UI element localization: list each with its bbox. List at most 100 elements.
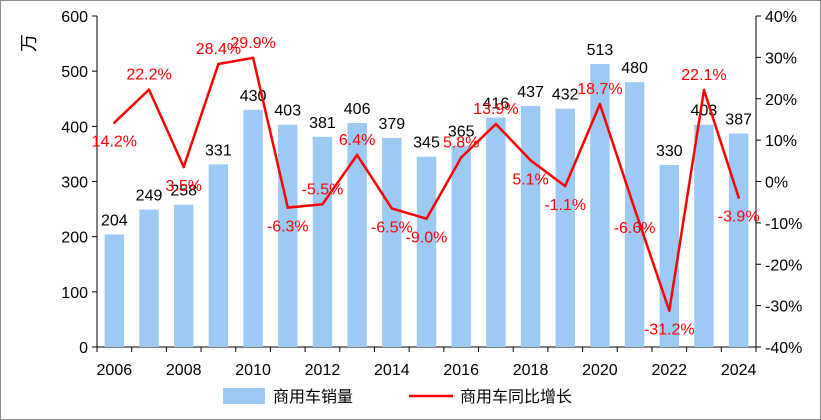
growth-value-label: -6.3% <box>267 219 309 236</box>
y-right-tick-label: 20% <box>765 92 797 109</box>
y-left-tick-label: 100 <box>61 285 88 302</box>
y-right-tick-label: 0% <box>765 175 788 192</box>
line-point-2016 <box>459 156 463 159</box>
line-point-2019 <box>563 184 567 188</box>
bar-value-label: 406 <box>344 101 371 118</box>
bar-value-label: 249 <box>136 188 163 205</box>
legend-swatch-bars <box>223 388 265 404</box>
x-tick-label: 2018 <box>513 362 549 379</box>
bar-2007 <box>139 209 159 347</box>
bar-value-label: 379 <box>378 116 405 133</box>
bar-value-label: 387 <box>725 112 752 129</box>
x-tick-label: 2024 <box>721 362 757 379</box>
growth-value-label: -1.1% <box>544 197 586 214</box>
bar-value-label: 258 <box>170 183 197 200</box>
growth-value-label: -5.5% <box>302 181 344 198</box>
bar-value-label: 331 <box>205 142 232 159</box>
bar-value-label: 330 <box>656 143 683 160</box>
growth-value-label: -3.9% <box>718 209 760 226</box>
growth-value-label: 22.1% <box>681 67 726 84</box>
growth-value-label: 22.2% <box>126 67 171 84</box>
y-left-tick-label: 0 <box>79 340 88 357</box>
line-point-2007 <box>147 88 151 91</box>
line-point-2014 <box>390 207 394 210</box>
bar-value-label: 345 <box>413 135 440 152</box>
growth-value-label: 5.1% <box>512 171 548 188</box>
line-point-2020 <box>598 102 602 106</box>
bar-2013 <box>347 123 367 347</box>
line-point-2022 <box>667 309 671 312</box>
bar-2020 <box>590 63 610 348</box>
y-left-tick-label: 400 <box>61 119 88 136</box>
y-right-tick-label: -40% <box>765 340 802 357</box>
bar-2019 <box>555 108 575 348</box>
y-left-tick-label: 200 <box>61 230 88 247</box>
x-tick-label: 2022 <box>651 362 687 379</box>
growth-value-label: -9.0% <box>406 230 448 247</box>
line-point-2017 <box>494 122 498 126</box>
x-tick-label: 2012 <box>305 362 341 379</box>
growth-value-label: 18.7% <box>577 81 622 98</box>
bar-2017 <box>486 117 506 347</box>
y-right-tick-label: 30% <box>765 50 797 67</box>
growth-value-label: 5.8% <box>443 135 479 152</box>
bar-value-label: 204 <box>101 212 128 229</box>
growth-value-label: 29.9% <box>230 35 275 52</box>
growth-value-label: 6.4% <box>339 132 375 149</box>
bar-value-label: 403 <box>274 103 301 120</box>
bar-value-label: 513 <box>587 42 614 59</box>
x-tick-label: 2006 <box>97 362 133 379</box>
growth-value-label: 13.9% <box>473 101 518 118</box>
growth-value-label: 28.4% <box>196 41 241 58</box>
bar-2014 <box>382 137 402 347</box>
bar-value-label: 365 <box>448 124 475 141</box>
line-point-2010 <box>251 56 255 60</box>
line-point-2008 <box>182 165 186 169</box>
legend-label-line: 商用车同比增长 <box>460 387 572 406</box>
line-point-2021 <box>633 207 636 211</box>
bar-2009 <box>208 164 229 347</box>
bar-series <box>104 63 749 348</box>
y-left-tick-label: 600 <box>61 9 88 26</box>
line-point-2013 <box>355 153 359 157</box>
bar-2022 <box>659 164 680 347</box>
growth-value-label: -6.5% <box>371 219 413 236</box>
legend-label-bars: 商用车销量 <box>273 387 353 406</box>
x-tick-label: 2020 <box>582 362 618 379</box>
line-point-2015 <box>425 217 428 221</box>
growth-value-label: -31.2% <box>644 322 695 339</box>
bar-2016 <box>451 145 471 347</box>
bar-2021 <box>624 82 645 347</box>
bar-2023 <box>694 124 714 347</box>
y-right-tick-label: -10% <box>765 216 802 233</box>
y-left-tick-label: 300 <box>61 175 88 192</box>
y-right-tick-label: 10% <box>765 133 797 150</box>
x-tick-label: 2008 <box>166 362 202 379</box>
bar-value-label: 432 <box>552 87 579 104</box>
bar-2012 <box>312 136 333 347</box>
line-point-2018 <box>529 159 532 162</box>
y-left-tick-label: 500 <box>61 64 88 81</box>
line-point-2024 <box>737 196 740 199</box>
y-left-axis-label: 万 <box>19 34 40 52</box>
growth-value-label: 3.5% <box>165 178 201 195</box>
line-point-2006 <box>113 121 116 125</box>
x-tick-label: 2014 <box>374 362 410 379</box>
legend: 商用车销量 商用车同比增长 <box>223 387 572 406</box>
bar-2010 <box>243 109 263 348</box>
x-tick-label: 2016 <box>443 362 479 379</box>
y-right-tick-label: -30% <box>765 299 802 316</box>
growth-value-label: 14.2% <box>92 134 137 151</box>
bar-value-label: 437 <box>517 84 544 101</box>
y-right-tick-label: -20% <box>765 257 802 274</box>
bar-value-label: 416 <box>483 96 510 113</box>
bar-value-label: 480 <box>621 60 648 77</box>
bar-2018 <box>520 105 541 348</box>
axes: 0 100 200 300 400 500 600 -40% -30% -20% -10% 0% 10%… <box>61 9 802 379</box>
x-tick-label: 2010 <box>235 362 271 379</box>
line-point-2023 <box>702 88 706 92</box>
bar-value-label: 381 <box>309 115 336 132</box>
bar-2006 <box>104 234 125 347</box>
